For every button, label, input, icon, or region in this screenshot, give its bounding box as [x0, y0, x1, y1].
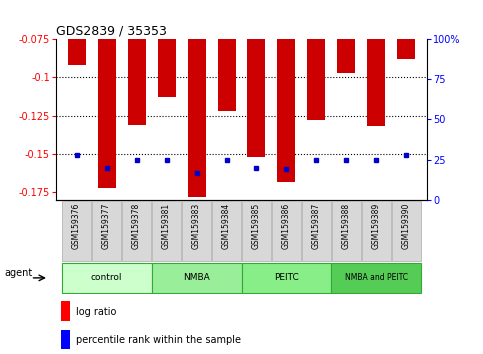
Bar	[308, 0, 326, 120]
FancyBboxPatch shape	[61, 263, 152, 292]
Text: NMBA and PEITC: NMBA and PEITC	[345, 273, 408, 282]
Text: GSM159383: GSM159383	[192, 202, 201, 249]
Text: GSM159384: GSM159384	[222, 202, 231, 249]
Text: control: control	[91, 273, 122, 282]
Bar	[368, 0, 385, 126]
FancyBboxPatch shape	[331, 263, 422, 292]
Text: percentile rank within the sample: percentile rank within the sample	[76, 335, 242, 345]
Bar	[128, 0, 145, 125]
Bar	[61, 330, 71, 349]
Text: GSM159377: GSM159377	[102, 202, 111, 249]
FancyBboxPatch shape	[152, 263, 242, 292]
FancyBboxPatch shape	[122, 201, 151, 261]
FancyBboxPatch shape	[242, 201, 271, 261]
FancyBboxPatch shape	[392, 201, 421, 261]
FancyBboxPatch shape	[212, 201, 241, 261]
Bar	[61, 301, 71, 321]
Text: agent: agent	[4, 268, 33, 278]
Text: GSM159388: GSM159388	[342, 202, 351, 249]
FancyBboxPatch shape	[182, 201, 211, 261]
FancyBboxPatch shape	[302, 201, 331, 261]
Bar	[398, 0, 415, 59]
Bar	[98, 0, 115, 188]
Bar	[157, 0, 175, 97]
Text: PEITC: PEITC	[274, 273, 299, 282]
Bar	[278, 0, 296, 182]
Text: GDS2839 / 35353: GDS2839 / 35353	[56, 25, 167, 38]
FancyBboxPatch shape	[242, 263, 331, 292]
Text: GSM159389: GSM159389	[372, 202, 381, 249]
Text: GSM159381: GSM159381	[162, 202, 171, 249]
FancyBboxPatch shape	[152, 201, 181, 261]
Text: GSM159385: GSM159385	[252, 202, 261, 249]
Text: GSM159390: GSM159390	[402, 202, 411, 249]
Bar	[68, 0, 85, 65]
FancyBboxPatch shape	[362, 201, 391, 261]
Bar	[217, 0, 236, 111]
Text: GSM159378: GSM159378	[132, 202, 141, 249]
FancyBboxPatch shape	[92, 201, 121, 261]
Text: NMBA: NMBA	[183, 273, 210, 282]
Bar	[187, 0, 205, 197]
Bar	[247, 0, 266, 157]
FancyBboxPatch shape	[62, 201, 91, 261]
Text: log ratio: log ratio	[76, 307, 117, 316]
Bar	[338, 0, 355, 73]
FancyBboxPatch shape	[272, 201, 301, 261]
FancyBboxPatch shape	[332, 201, 361, 261]
Text: GSM159386: GSM159386	[282, 202, 291, 249]
Text: GSM159376: GSM159376	[72, 202, 81, 249]
Text: GSM159387: GSM159387	[312, 202, 321, 249]
